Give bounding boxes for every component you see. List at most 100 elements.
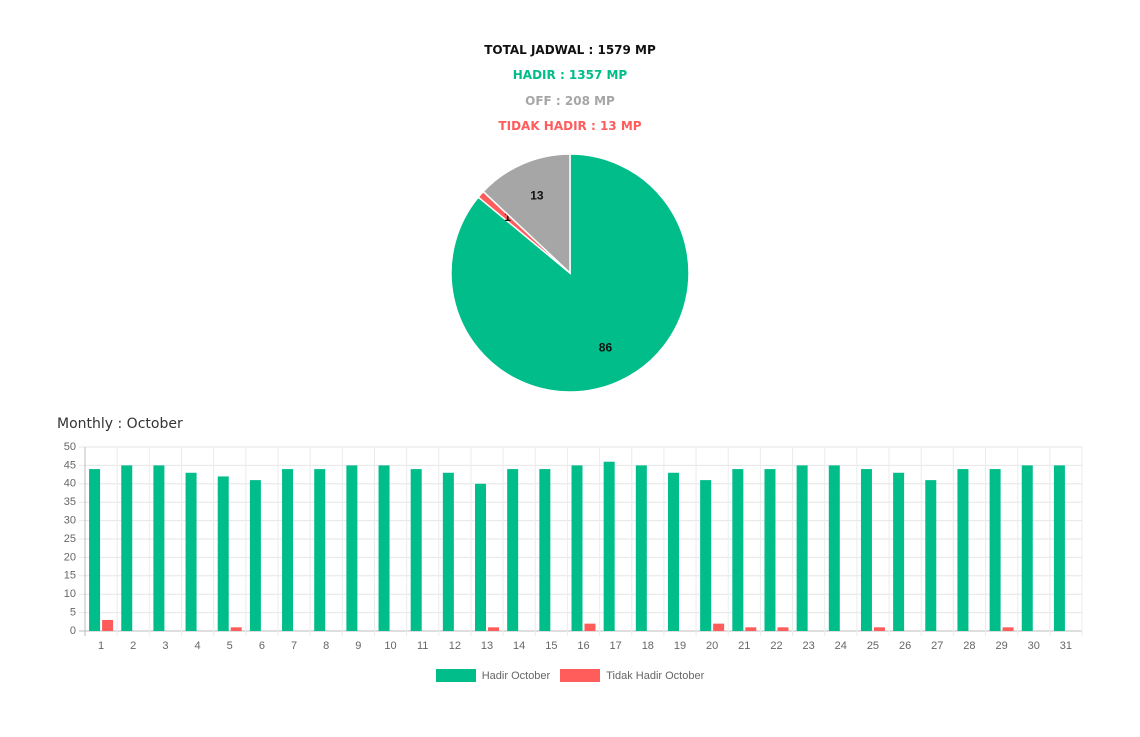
bar-tidak-hadir-day-20[interactable]	[713, 623, 725, 631]
bar-hadir-day-12[interactable]	[442, 472, 454, 631]
pie-slice-off[interactable]	[482, 153, 571, 275]
x-tick-label: 7	[291, 640, 297, 652]
x-tick-label: 30	[1028, 640, 1040, 652]
bar-hadir-day-15[interactable]	[539, 469, 551, 631]
legend-item-tidak-hadir[interactable]: Tidak Hadir October	[560, 669, 704, 682]
x-tick-label: 29	[995, 640, 1007, 652]
bar-hadir-day-8[interactable]	[314, 469, 326, 631]
x-tick-label: 3	[162, 640, 168, 652]
y-tick-label: 25	[64, 533, 76, 545]
bar-hadir-day-30[interactable]	[1021, 465, 1033, 631]
y-tick-label: 40	[64, 478, 76, 490]
bar-hadir-day-6[interactable]	[249, 480, 261, 631]
bar-hadir-day-27[interactable]	[925, 480, 937, 631]
y-tick-label: 35	[64, 496, 76, 508]
bar-hadir-day-23[interactable]	[796, 465, 808, 631]
bar-hadir-day-1[interactable]	[89, 469, 101, 631]
x-tick-label: 1	[98, 640, 104, 652]
x-tick-label: 6	[259, 640, 265, 652]
legend-label-hadir: Hadir October	[481, 669, 551, 682]
pie-label-hadir: 86	[599, 341, 613, 355]
y-tick-label: 15	[64, 570, 76, 582]
x-tick-label: 15	[545, 640, 557, 652]
bar-hadir-day-13[interactable]	[475, 483, 487, 631]
x-tick-label: 21	[738, 640, 750, 652]
x-tick-label: 27	[931, 640, 943, 652]
bar-tidak-hadir-day-29[interactable]	[1002, 627, 1014, 631]
x-tick-label: 12	[449, 640, 461, 652]
x-tick-label: 10	[384, 640, 396, 652]
x-tick-label: 24	[835, 640, 847, 652]
legend-swatch-hadir	[435, 669, 476, 682]
monthly-section-title: Monthly : October	[57, 416, 183, 432]
x-tick-label: 18	[642, 640, 654, 652]
bar-hadir-day-11[interactable]	[410, 469, 422, 631]
y-tick-label: 20	[64, 551, 76, 563]
bar-hadir-day-18[interactable]	[635, 465, 647, 631]
bar-hadir-day-20[interactable]	[700, 480, 712, 631]
total-jadwal-label: TOTAL JADWAL : 1579 MP	[484, 43, 656, 57]
x-tick-label: 13	[481, 640, 493, 652]
bar-hadir-day-24[interactable]	[828, 465, 840, 631]
x-tick-label: 22	[770, 640, 782, 652]
bar-hadir-day-22[interactable]	[764, 469, 776, 631]
bar-hadir-day-2[interactable]	[121, 465, 133, 631]
x-tick-label: 20	[706, 640, 718, 652]
y-tick-label: 0	[70, 625, 76, 637]
x-tick-label: 8	[323, 640, 329, 652]
x-tick-label: 14	[513, 640, 525, 652]
attendance-pie-chart: 86 1 13	[450, 153, 690, 393]
bar-hadir-day-7[interactable]	[282, 469, 294, 631]
bar-chart-legend: Hadir October Tidak Hadir October	[0, 669, 1140, 682]
bar-tidak-hadir-day-13[interactable]	[488, 627, 500, 631]
bar-hadir-day-9[interactable]	[346, 465, 358, 631]
bar-hadir-day-21[interactable]	[732, 469, 744, 631]
x-tick-label: 19	[674, 640, 686, 652]
y-tick-label: 5	[70, 607, 76, 619]
bar-hadir-day-14[interactable]	[507, 469, 519, 631]
bar-hadir-day-19[interactable]	[667, 472, 679, 631]
x-tick-label: 26	[899, 640, 911, 652]
x-tick-label: 2	[130, 640, 136, 652]
bar-tidak-hadir-day-21[interactable]	[745, 627, 757, 631]
y-tick-label: 50	[64, 441, 76, 453]
y-tick-label: 45	[64, 459, 76, 471]
x-tick-label: 28	[963, 640, 975, 652]
tidak-hadir-summary-label: TIDAK HADIR : 13 MP	[498, 119, 642, 133]
x-tick-label: 17	[610, 640, 622, 652]
bar-tidak-hadir-day-1[interactable]	[102, 619, 114, 631]
pie-label-tidak-hadir: 1	[504, 210, 511, 224]
bar-hadir-day-3[interactable]	[153, 465, 165, 631]
off-summary-label: OFF : 208 MP	[525, 94, 615, 108]
x-tick-label: 11	[417, 640, 428, 652]
bar-hadir-day-17[interactable]	[603, 461, 615, 631]
bar-tidak-hadir-day-22[interactable]	[777, 627, 789, 631]
hadir-summary-label: HADIR : 1357 MP	[512, 68, 628, 82]
x-tick-label: 5	[227, 640, 233, 652]
legend-swatch-tidak-hadir	[560, 669, 601, 682]
x-tick-label: 16	[577, 640, 589, 652]
bar-hadir-day-5[interactable]	[217, 476, 229, 631]
pie-label-off: 13	[530, 189, 544, 203]
x-tick-label: 23	[803, 640, 815, 652]
y-tick-label: 30	[64, 515, 76, 527]
bar-hadir-day-10[interactable]	[378, 465, 390, 631]
bar-tidak-hadir-day-25[interactable]	[873, 627, 885, 631]
x-tick-label: 25	[867, 640, 879, 652]
bar-hadir-day-26[interactable]	[893, 472, 905, 631]
bar-hadir-day-25[interactable]	[860, 469, 872, 631]
bar-hadir-day-28[interactable]	[957, 469, 969, 631]
bar-hadir-day-4[interactable]	[185, 472, 197, 631]
y-tick-label: 10	[64, 588, 76, 600]
bar-hadir-day-31[interactable]	[1053, 465, 1065, 631]
x-tick-label: 31	[1060, 640, 1072, 652]
bar-tidak-hadir-day-5[interactable]	[230, 627, 242, 631]
legend-label-tidak-hadir: Tidak Hadir October	[606, 669, 705, 682]
bar-tidak-hadir-day-16[interactable]	[584, 623, 596, 631]
bar-hadir-day-16[interactable]	[571, 465, 583, 631]
bar-hadir-day-29[interactable]	[989, 469, 1001, 631]
x-tick-label: 4	[195, 640, 201, 652]
x-tick-label: 9	[355, 640, 361, 652]
legend-item-hadir[interactable]: Hadir October	[435, 669, 551, 682]
